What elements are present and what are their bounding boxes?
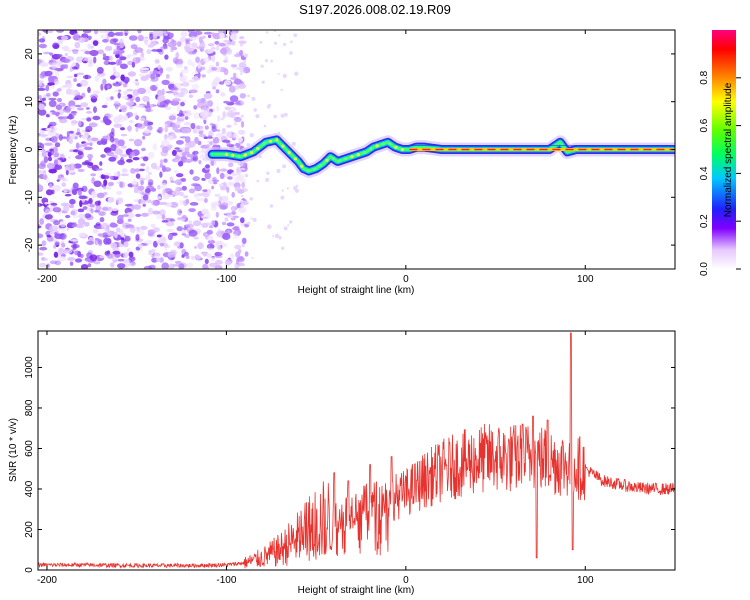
signal-hotspot xyxy=(300,164,304,168)
spectrogram-y-tick-label: -10 xyxy=(24,190,35,205)
colorbar-tick-label: 0.6 xyxy=(699,118,710,132)
colorbar-tick-label: 0.8 xyxy=(699,70,710,84)
signal-hotspot xyxy=(350,155,354,159)
signal-hotspot xyxy=(312,167,316,171)
signal-hotspot xyxy=(275,138,279,142)
spectrogram-y-tick-label: 20 xyxy=(24,48,35,60)
signal-hotspot xyxy=(319,164,323,168)
colorbar-tick-label: 0.4 xyxy=(699,166,710,180)
snr-x-axis: -200 -100 0 100 xyxy=(37,331,594,586)
signal-hotspot xyxy=(363,150,367,155)
spectrogram-xlabel: Height of straight line (km) xyxy=(298,285,415,296)
signal-hotspot xyxy=(369,147,373,151)
spectrogram-x-axis: -200 -100 0 100 xyxy=(37,30,594,285)
figure-title: S197.2026.008.02.19.R09 xyxy=(299,2,451,17)
snr-x-tick-label: -200 xyxy=(37,575,57,586)
snr-ylabel: SNR (10 * v/v) xyxy=(8,418,19,482)
snr-x-tick-label: 100 xyxy=(577,575,594,586)
colorbar-gradient xyxy=(712,30,736,269)
spectrogram-y-tick-label: 0 xyxy=(24,146,35,152)
colorbar-tick-label: 0.0 xyxy=(699,262,710,276)
spectrogram-signal xyxy=(205,132,675,178)
snr-frame xyxy=(37,330,676,571)
snr-series-line xyxy=(38,332,675,569)
signal-hotspot xyxy=(381,142,385,146)
spectrogram-ylabel: Frequency (Hz) xyxy=(8,116,19,185)
snr-y-tick-label: 200 xyxy=(24,521,35,538)
signal-hotspot xyxy=(224,152,228,156)
spectrogram-x-tick-label: -100 xyxy=(216,274,236,285)
spectrogram-x-tick-label: 100 xyxy=(577,274,594,285)
snr-panel: -200 -100 0 100 0 200 400 600 800 1000 Height of… xyxy=(8,330,676,596)
signal-hotspot xyxy=(400,147,404,152)
snr-x-tick-label: 0 xyxy=(403,575,409,586)
signal-hotspot xyxy=(281,144,285,148)
signal-hotspot xyxy=(388,141,392,146)
signal-hotspot xyxy=(249,151,254,155)
snr-y-tick-label: 0 xyxy=(24,567,35,573)
spectrogram-y-tick-label: 10 xyxy=(24,96,35,108)
snr-y-tick-label: 800 xyxy=(24,399,35,416)
signal-hotspot xyxy=(375,144,379,148)
signal-hotspot xyxy=(356,153,360,157)
snr-xlabel: Height of straight line (km) xyxy=(298,585,415,596)
signal-hotspot xyxy=(344,157,348,161)
signal-hotspot xyxy=(256,146,260,151)
colorbar-tick-label: 0.2 xyxy=(699,214,710,228)
snr-y-tick-label: 400 xyxy=(24,480,35,497)
signal-hotspot xyxy=(268,139,272,143)
signal-hotspot xyxy=(237,154,241,158)
snr-x-tick-label: -100 xyxy=(216,575,236,586)
signal-hotspot xyxy=(331,156,335,161)
colorbar: 0.0 0.2 0.4 0.6 0.8 Normalized spectral ampl… xyxy=(699,30,741,276)
colorbar-ticks: 0.0 0.2 0.4 0.6 0.8 xyxy=(699,70,741,276)
snr-y-tick-label: 1000 xyxy=(24,356,35,379)
signal-hotspot xyxy=(231,153,235,157)
snr-y-axis: 0 200 400 600 800 1000 xyxy=(24,356,675,573)
spectrogram-y-tick-label: -20 xyxy=(24,237,35,252)
spectrogram-x-tick-label: 0 xyxy=(403,274,409,285)
spectrogram-x-tick-label: -200 xyxy=(37,274,57,285)
signal-hotspot xyxy=(287,150,291,155)
colorbar-label: Normalized spectral amplitude xyxy=(723,82,734,217)
spectrogram-y-axis: -20 -10 0 10 20 xyxy=(24,48,675,252)
signal-hotspot xyxy=(293,157,298,161)
signal-hotspot xyxy=(325,158,329,162)
signal-hotspot xyxy=(243,153,247,157)
signal-hotspot xyxy=(262,142,266,146)
snr-y-tick-label: 600 xyxy=(24,440,35,457)
signal-hotspot xyxy=(337,159,342,163)
signal-hotspot xyxy=(394,145,398,149)
signal-hotspot xyxy=(306,169,310,173)
